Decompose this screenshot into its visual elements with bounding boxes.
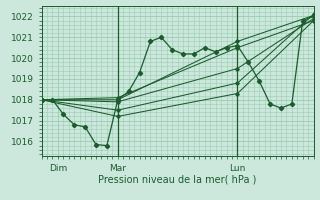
- X-axis label: Pression niveau de la mer( hPa ): Pression niveau de la mer( hPa ): [99, 174, 257, 184]
